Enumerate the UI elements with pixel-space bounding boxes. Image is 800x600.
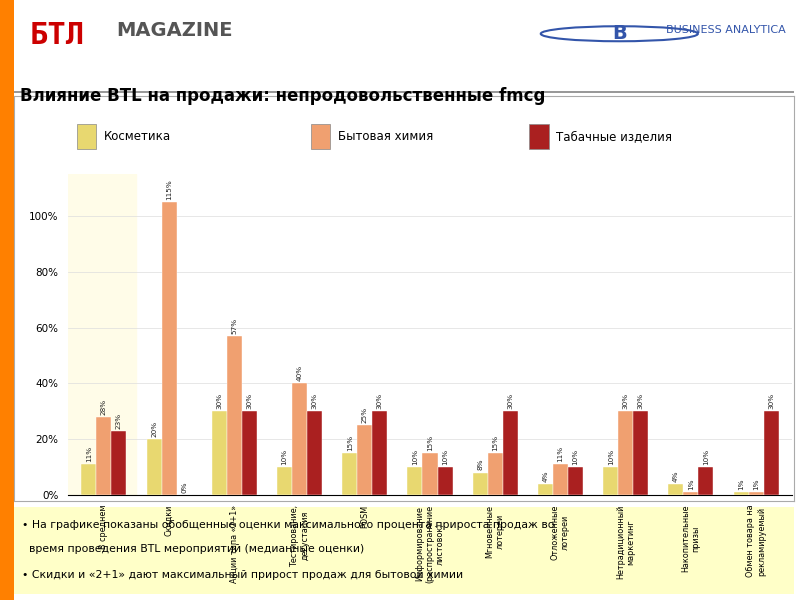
Text: 1%: 1% xyxy=(753,478,759,490)
Text: 15%: 15% xyxy=(427,435,433,451)
Bar xyxy=(749,492,764,495)
Bar xyxy=(372,411,387,495)
Text: 40%: 40% xyxy=(297,365,302,381)
Bar xyxy=(668,484,683,495)
Text: 30%: 30% xyxy=(622,393,629,409)
Text: 57%: 57% xyxy=(231,317,238,334)
Bar xyxy=(633,411,648,495)
Bar xyxy=(212,411,227,495)
Bar xyxy=(698,467,714,495)
Text: 20%: 20% xyxy=(151,421,157,437)
Text: 11%: 11% xyxy=(558,446,563,462)
Bar xyxy=(422,453,438,495)
Bar xyxy=(227,336,242,495)
FancyBboxPatch shape xyxy=(77,124,96,149)
Text: 28%: 28% xyxy=(101,398,107,415)
Text: Табачные изделия: Табачные изделия xyxy=(557,130,673,143)
Text: 10%: 10% xyxy=(573,449,578,465)
Text: 15%: 15% xyxy=(346,435,353,451)
Text: • Скидки и «2+1» дают максимальный прирост продаж для бытовой химии: • Скидки и «2+1» дают максимальный приро… xyxy=(22,569,463,580)
Text: 1%: 1% xyxy=(688,478,694,490)
Bar xyxy=(407,467,422,495)
Bar xyxy=(683,492,698,495)
Text: Влияние BTL на продажи: непродовольственные fmcg: Влияние BTL на продажи: непродовольствен… xyxy=(20,87,546,105)
Text: 30%: 30% xyxy=(216,393,222,409)
Text: 10%: 10% xyxy=(412,449,418,465)
Bar xyxy=(603,467,618,495)
Bar xyxy=(342,453,358,495)
Text: 8%: 8% xyxy=(478,459,483,470)
Bar xyxy=(68,174,137,495)
Text: 30%: 30% xyxy=(377,393,382,409)
Text: 30%: 30% xyxy=(638,393,644,409)
Bar xyxy=(277,467,292,495)
Text: 15%: 15% xyxy=(492,435,498,451)
Text: 0%: 0% xyxy=(181,481,187,493)
Text: Косметика: Косметика xyxy=(104,130,171,143)
Text: MAGAZINE: MAGAZINE xyxy=(117,21,233,40)
FancyBboxPatch shape xyxy=(530,124,549,149)
Text: 10%: 10% xyxy=(282,449,287,465)
Text: 25%: 25% xyxy=(362,407,368,423)
Bar xyxy=(438,467,453,495)
Bar xyxy=(358,425,372,495)
Text: 10%: 10% xyxy=(703,449,709,465)
Text: 4%: 4% xyxy=(542,470,549,482)
Bar xyxy=(292,383,307,495)
Bar xyxy=(242,411,257,495)
Bar xyxy=(568,467,583,495)
Bar xyxy=(734,492,749,495)
Text: BUSINESS ANALYTICA: BUSINESS ANALYTICA xyxy=(666,25,786,35)
Bar xyxy=(146,439,162,495)
Bar xyxy=(488,453,502,495)
Bar xyxy=(618,411,633,495)
Text: 23%: 23% xyxy=(116,412,122,428)
Text: 1%: 1% xyxy=(738,478,744,490)
Bar xyxy=(553,464,568,495)
Text: 30%: 30% xyxy=(768,393,774,409)
Bar xyxy=(538,484,553,495)
Text: Бытовая химия: Бытовая химия xyxy=(338,130,434,143)
Bar xyxy=(764,411,778,495)
Text: • На графике показаны обобщенные оценки максимального процента прироста продаж в: • На графике показаны обобщенные оценки … xyxy=(22,520,554,530)
Text: 30%: 30% xyxy=(246,393,252,409)
Bar xyxy=(82,464,96,495)
Text: 11%: 11% xyxy=(86,446,92,462)
Text: 30%: 30% xyxy=(311,393,318,409)
Text: БТЛ: БТЛ xyxy=(30,21,86,50)
Bar xyxy=(111,431,126,495)
FancyBboxPatch shape xyxy=(310,124,330,149)
Text: время проведения BTL мероприятий (медианные оценки): время проведения BTL мероприятий (медиан… xyxy=(22,544,365,554)
Text: 10%: 10% xyxy=(608,449,614,465)
Bar xyxy=(473,473,488,495)
Bar xyxy=(502,411,518,495)
Text: 115%: 115% xyxy=(166,179,172,200)
Bar xyxy=(307,411,322,495)
Bar xyxy=(162,202,177,495)
Bar xyxy=(96,417,111,495)
Text: 4%: 4% xyxy=(673,470,679,482)
Text: 30%: 30% xyxy=(507,393,514,409)
Text: 10%: 10% xyxy=(442,449,448,465)
Text: B: B xyxy=(612,24,626,43)
